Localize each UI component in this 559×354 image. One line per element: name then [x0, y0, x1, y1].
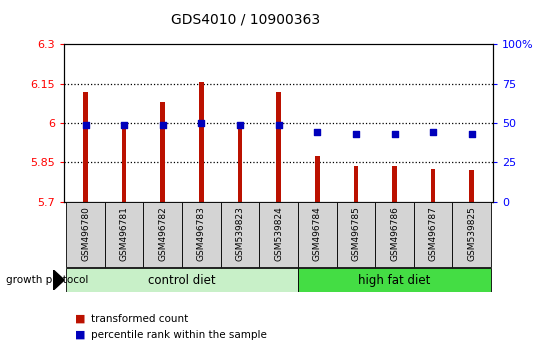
- Text: GSM496783: GSM496783: [197, 206, 206, 261]
- Text: percentile rank within the sample: percentile rank within the sample: [91, 330, 267, 339]
- Text: transformed count: transformed count: [91, 314, 188, 324]
- Text: GSM539825: GSM539825: [467, 206, 476, 261]
- Text: GSM496785: GSM496785: [352, 206, 361, 261]
- Bar: [470, 170, 474, 202]
- Point: [81, 122, 90, 127]
- Point: [197, 120, 206, 126]
- Polygon shape: [53, 270, 64, 290]
- Point: [390, 131, 399, 137]
- Text: GDS4010 / 10900363: GDS4010 / 10900363: [172, 12, 320, 27]
- Bar: [298, 202, 337, 267]
- Bar: [238, 127, 243, 202]
- Bar: [315, 156, 320, 202]
- Bar: [160, 102, 165, 202]
- Bar: [182, 202, 221, 267]
- Bar: [259, 202, 298, 267]
- Bar: [66, 202, 105, 267]
- Bar: [414, 202, 452, 267]
- Point: [313, 130, 322, 135]
- Text: growth protocol: growth protocol: [6, 275, 88, 285]
- Text: ■: ■: [75, 314, 86, 324]
- Text: GSM539823: GSM539823: [235, 206, 244, 261]
- Bar: [122, 126, 126, 202]
- Text: GSM496781: GSM496781: [120, 206, 129, 261]
- Text: GSM496782: GSM496782: [158, 206, 167, 261]
- Point: [158, 122, 167, 127]
- Text: GSM539824: GSM539824: [274, 206, 283, 261]
- Text: GSM496784: GSM496784: [313, 206, 322, 261]
- Point: [120, 122, 129, 127]
- Bar: [199, 82, 203, 202]
- Bar: [276, 91, 281, 202]
- Bar: [144, 202, 182, 267]
- Point: [235, 122, 244, 127]
- Bar: [337, 202, 375, 267]
- Bar: [105, 202, 144, 267]
- Point: [467, 131, 476, 137]
- Text: high fat diet: high fat diet: [358, 274, 431, 286]
- Bar: [431, 169, 435, 202]
- Text: GSM496780: GSM496780: [81, 206, 90, 261]
- Bar: [298, 268, 491, 292]
- Point: [352, 131, 361, 137]
- Bar: [66, 268, 298, 292]
- Point: [429, 130, 438, 135]
- Text: ■: ■: [75, 330, 86, 339]
- Bar: [83, 91, 88, 202]
- Text: control diet: control diet: [148, 274, 216, 286]
- Point: [274, 122, 283, 127]
- Text: GSM496786: GSM496786: [390, 206, 399, 261]
- Text: GSM496787: GSM496787: [429, 206, 438, 261]
- Bar: [392, 166, 397, 202]
- Bar: [375, 202, 414, 267]
- Bar: [221, 202, 259, 267]
- Bar: [452, 202, 491, 267]
- Bar: [354, 166, 358, 202]
